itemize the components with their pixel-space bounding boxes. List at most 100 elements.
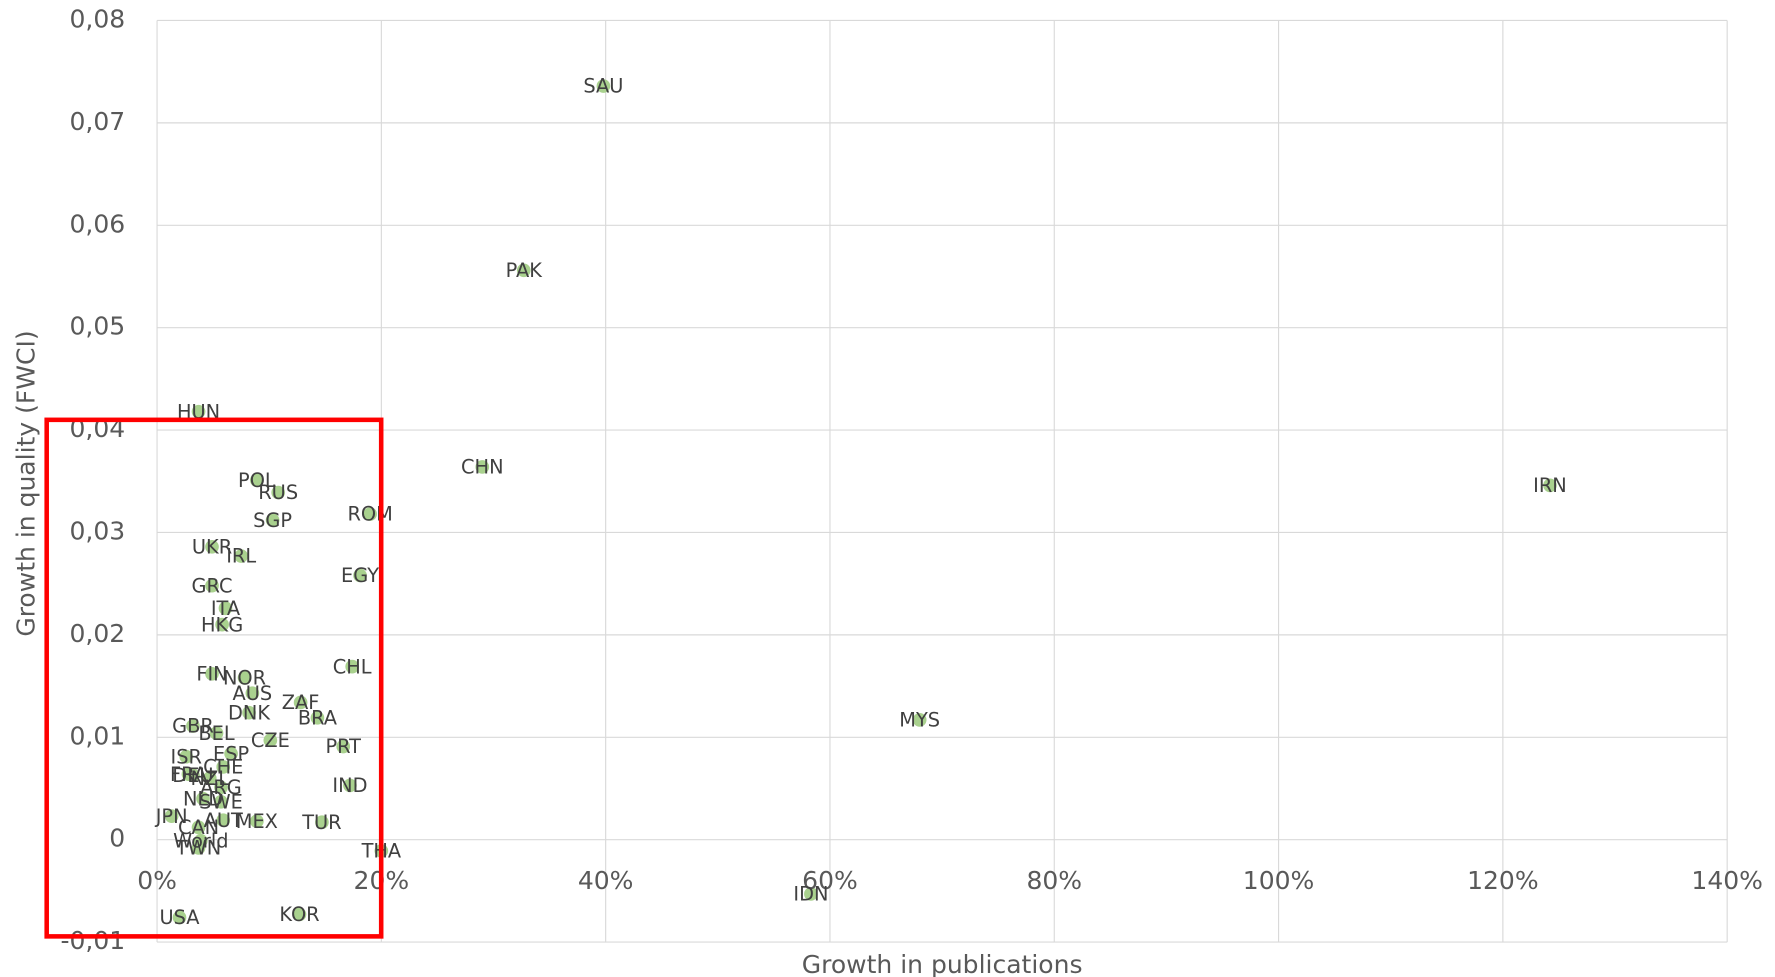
x-tick-label: 0%: [137, 866, 177, 895]
point-label: JPN: [155, 805, 188, 828]
scatter-point: [245, 686, 260, 701]
x-tick-label: 80%: [1026, 866, 1082, 895]
scatter-point: [336, 739, 351, 754]
point-label: NOR: [223, 667, 266, 690]
scatter-point: [271, 485, 286, 500]
scatter-point: [216, 813, 231, 828]
scatter-point: [804, 887, 818, 901]
y-tick-label: 0,05: [69, 312, 125, 341]
scatter-point: [172, 910, 187, 925]
y-axis-title: Growth in quality (FWCI): [11, 330, 40, 636]
point-label: PRT: [325, 735, 361, 758]
scatter-point: [315, 815, 329, 830]
point-label: GBR: [172, 715, 214, 738]
scatter-point: [191, 820, 206, 835]
point-label: CAN: [178, 816, 219, 839]
point-label: AUT: [204, 809, 243, 832]
scatter-point: [215, 617, 229, 632]
scatter-point: [343, 778, 357, 793]
scatter-point: [263, 733, 278, 748]
point-label: POL: [238, 469, 276, 492]
y-tick-label: 0,01: [69, 721, 125, 750]
point-label: TUR: [301, 811, 341, 834]
point-label: IRN: [1533, 474, 1567, 497]
point-label: World: [173, 829, 228, 852]
y-tick-label: 0,06: [69, 209, 125, 238]
point-label: IDN: [793, 883, 828, 906]
scatter-point: [186, 719, 200, 733]
y-tick-label: 0: [109, 824, 125, 853]
scatter-point: [475, 460, 490, 474]
x-tick-label: 140%: [1691, 866, 1763, 895]
point-label: KOR: [279, 903, 319, 926]
y-tick-label: 0,08: [69, 4, 125, 33]
scatter-point: [353, 568, 367, 583]
scatter-point: [242, 705, 256, 720]
point-label: MYS: [899, 709, 940, 732]
point-label: GRC: [192, 574, 233, 597]
point-label: FRA: [170, 763, 208, 786]
x-tick-label: 120%: [1467, 866, 1539, 895]
scatter-point: [218, 601, 233, 616]
point-label: CHL: [333, 655, 372, 678]
scatter-point: [191, 841, 206, 855]
scatter-point: [516, 263, 531, 278]
point-label: FIN: [196, 662, 227, 685]
point-label: ITA: [211, 597, 241, 620]
point-label: BEL: [198, 722, 234, 745]
scatter-point: [250, 473, 264, 488]
y-tick-label: -0,01: [60, 926, 125, 955]
point-label: DNK: [228, 701, 271, 724]
point-label: CHE: [203, 756, 243, 779]
scatter-point: [234, 549, 248, 563]
scatter-point: [912, 713, 927, 727]
point-label: ZAF: [282, 691, 320, 714]
scatter-point: [179, 749, 194, 764]
scatter-point: [209, 726, 224, 741]
point-label: AUS: [233, 682, 273, 705]
point-label: TWN: [175, 837, 221, 860]
point-label: UKR: [192, 535, 232, 558]
scatter-point: [265, 513, 280, 528]
scatter-point: [205, 539, 219, 554]
scatter-point: [202, 771, 217, 786]
point-label: NZL: [191, 767, 230, 790]
scatter-point: [345, 659, 360, 674]
point-label: RUS: [258, 481, 298, 504]
x-tick-label: 40%: [578, 866, 634, 895]
scatter-point: [214, 780, 228, 795]
y-tick-label: 0,02: [69, 619, 125, 648]
point-label: BRA: [298, 706, 338, 729]
scatter-point: [596, 79, 611, 93]
scatter-point: [205, 578, 219, 593]
scatter-point: [310, 710, 325, 725]
point-label: ARG: [200, 776, 242, 799]
scatter-point: [363, 507, 377, 521]
point-label: HUN: [177, 400, 220, 423]
scatter-point: [186, 768, 200, 782]
highlight-box: [44, 417, 384, 939]
scatter-point: [1543, 478, 1557, 493]
x-tick-label: 100%: [1243, 866, 1315, 895]
point-label: IND: [332, 774, 367, 797]
x-tick-label: 60%: [802, 866, 858, 895]
point-label: NLD: [183, 787, 223, 810]
scatter-point: [191, 404, 206, 419]
point-label: SGP: [253, 509, 292, 532]
point-label: USA: [159, 906, 200, 929]
scatter-point: [216, 760, 231, 774]
point-label: ESP: [213, 742, 249, 765]
point-label: ISR: [171, 745, 202, 768]
point-label: MEX: [236, 810, 278, 833]
point-label: ROM: [347, 503, 392, 526]
scatter-point: [164, 809, 179, 823]
y-tick-label: 0,07: [69, 107, 125, 136]
scatter-point: [292, 907, 307, 922]
scatter-point: [196, 791, 210, 806]
scatter-point: [237, 671, 252, 685]
y-tick-label: 0,03: [69, 516, 125, 545]
point-label: HKG: [201, 613, 243, 636]
point-label: PAK: [506, 259, 544, 282]
scatter-point: [250, 814, 264, 829]
point-label: IRL: [226, 545, 256, 568]
